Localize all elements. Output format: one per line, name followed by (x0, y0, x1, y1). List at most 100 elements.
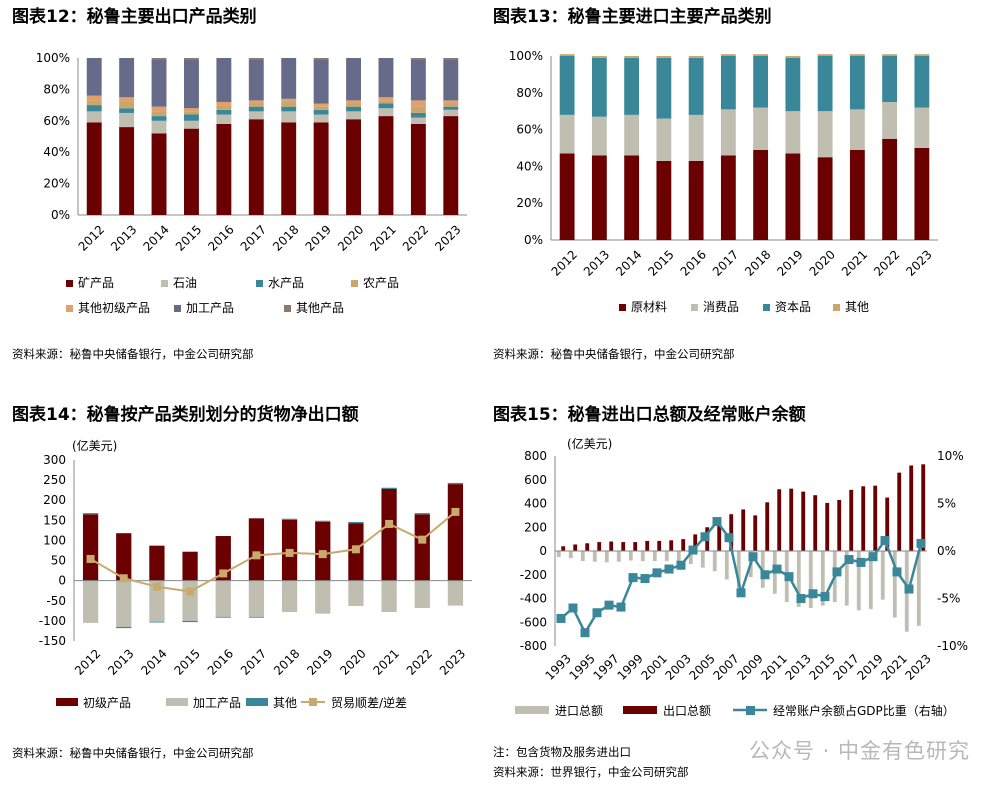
trade-balance-marker (351, 545, 360, 554)
export-bar (813, 495, 818, 551)
current-account-marker (796, 594, 806, 603)
bar-segment (414, 514, 430, 581)
bar-segment (86, 95, 102, 101)
legend-label: 其他初级产品 (78, 301, 150, 315)
legend-label: 消费品 (703, 300, 739, 314)
bar-segment (248, 59, 264, 101)
bar-segment (86, 111, 102, 123)
bar-segment (720, 109, 736, 156)
import-bar (556, 551, 561, 557)
legend-swatch (166, 698, 188, 706)
bar-segment (313, 58, 329, 60)
x-tick-label: 2017 (238, 222, 269, 253)
bar-segment (248, 111, 264, 120)
y-tick-label: 40% (43, 145, 70, 159)
legend-swatch (619, 304, 626, 311)
trade-balance-marker (252, 551, 261, 560)
bar-segment (624, 57, 640, 115)
bar-segment (313, 106, 329, 110)
bar-segment (817, 56, 833, 112)
x-tick-label: 2021 (371, 646, 402, 677)
trade-balance-marker (86, 554, 95, 563)
bar-segment (443, 106, 459, 110)
bar-segment (281, 58, 297, 99)
current-account-line (560, 519, 923, 636)
current-account-marker (592, 608, 602, 618)
x-tick-label: 2022 (871, 247, 902, 278)
x-tick-label: 2018 (742, 247, 773, 278)
bar-segment (882, 138, 898, 240)
current-account-marker (916, 538, 926, 548)
import-bar (616, 551, 621, 562)
y-tick-label: 50 (51, 554, 66, 568)
legend-swatch (56, 698, 78, 706)
x-tick-label: 2015 (806, 651, 837, 682)
bar-segment (216, 114, 232, 124)
legend-swatch (351, 280, 358, 287)
export-bar (717, 518, 722, 551)
bar-segment (378, 97, 394, 101)
x-tick-label: 2019 (304, 646, 335, 677)
x-tick-label: 2012 (549, 247, 580, 278)
chart-title: 图表13：秘鲁主要进口主要产品类别 (493, 7, 772, 27)
x-tick-label: 2015 (645, 247, 676, 278)
bar-segment (119, 97, 135, 102)
bar-segment (151, 106, 167, 112)
bar-segment (346, 100, 361, 104)
bar-segment (82, 580, 99, 623)
bar-segment (914, 107, 930, 148)
legend-label: 加工产品 (193, 696, 241, 710)
bar-segment (720, 155, 736, 240)
x-tick-label: 2023 (903, 247, 934, 278)
export-bar (573, 544, 578, 551)
import-bar (892, 551, 897, 618)
x-tick-label: 2020 (807, 247, 838, 278)
export-bar (561, 546, 566, 551)
bar-segment (688, 56, 704, 58)
chart-12-svg: 0%20%40%60%80%100%2012 2013 2014 2015 2016 20… (36, 51, 467, 315)
legend-label: 矿产品 (78, 276, 114, 290)
x-tick-label: 2012 (72, 646, 103, 677)
x-tick-label: 1999 (614, 651, 645, 682)
bar-segment (914, 148, 930, 240)
trade-balance-marker (285, 548, 294, 557)
bar-segment (447, 484, 464, 581)
bar-segment (378, 116, 394, 215)
legend-swatch (833, 304, 840, 311)
y-tick-label: 40% (516, 159, 543, 173)
bar-segment (785, 56, 801, 58)
y-tick-label: -400 (520, 592, 547, 606)
x-tick-label: 2017 (830, 651, 861, 682)
bar-segment (182, 580, 198, 621)
bar-segment (753, 149, 769, 240)
bar-segment (248, 106, 264, 112)
bar-segment (86, 100, 102, 106)
bar-segment (688, 114, 704, 161)
current-account-marker (604, 600, 614, 610)
bar-segment (785, 111, 801, 154)
bar-segment (882, 54, 898, 56)
y-tick-label: 60% (516, 123, 543, 137)
bar-segment (378, 58, 394, 98)
x-tick-label: 2012 (76, 222, 107, 253)
legend-swatch (623, 706, 657, 714)
bar-segment (753, 107, 769, 150)
chart-title: 图表12：秘鲁主要出口产品类别 (12, 7, 257, 27)
legend-swatch (256, 280, 263, 287)
bar-segment (248, 616, 265, 618)
bar-segment (656, 56, 672, 58)
bar-segment (559, 153, 575, 240)
bar-segment (151, 59, 167, 107)
bar-segment (151, 58, 167, 60)
chart-15-svg: (亿美元) -800 -600 -400 -200 0 200 400 600 800 -10% -5… (515, 436, 968, 718)
bar-segment (184, 108, 199, 112)
panel-chart-12: 图表12：秘鲁主要出口产品类别 0% 20% 40% 60% 80% 100% 2012 20… (12, 2, 502, 372)
bar-segment (149, 580, 165, 622)
bar-segment (313, 109, 329, 115)
bar-segment (348, 580, 364, 607)
trade-balance-marker (385, 519, 394, 528)
x-tick-label: 2016 (678, 247, 709, 278)
export-bar (741, 509, 746, 551)
bar-segment (410, 106, 426, 113)
export-bar (645, 540, 650, 551)
